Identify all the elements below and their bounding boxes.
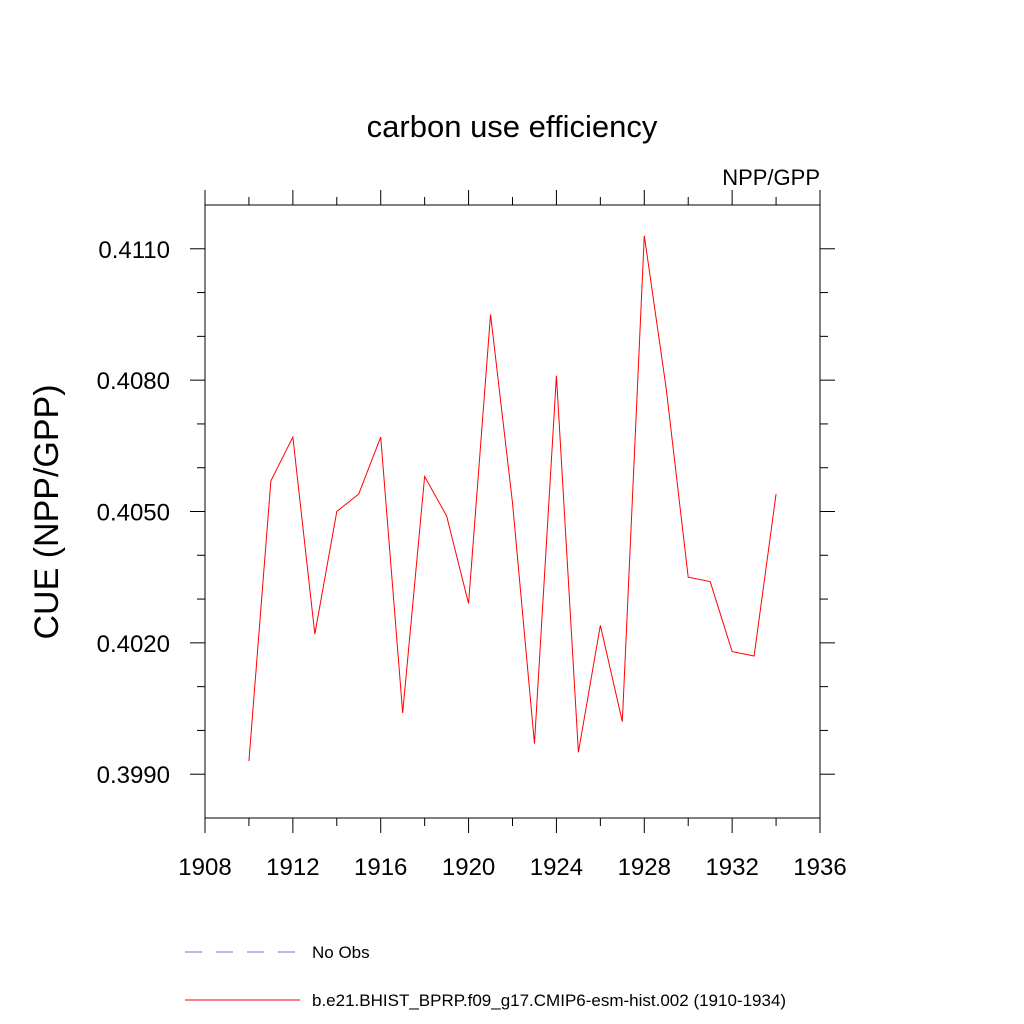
y-tick-label: 0.3990 (97, 762, 170, 789)
x-tick-label: 1928 (618, 854, 671, 881)
y-axis-label: CUE (NPP/GPP) (28, 384, 66, 639)
y-tick-label: 0.4080 (97, 368, 170, 395)
x-tick-label: 1908 (178, 854, 231, 881)
y-tick-label: 0.4020 (97, 631, 170, 658)
legend: No Obs b.e21.BHIST_BPRP.f09_g17.CMIP6-esm… (185, 943, 786, 1010)
tick-labels: 1908 1912 1916 1920 1924 1928 1932 1936 0.3990 0.… (97, 237, 847, 881)
series-layer (248, 235, 777, 762)
legend-label: No Obs (312, 943, 370, 962)
chart-title: carbon use efficiency (367, 109, 658, 144)
y-tick-label: 0.4050 (97, 500, 170, 527)
x-tick-label: 1920 (442, 854, 495, 881)
legend-label: b.e21.BHIST_BPRP.f09_g17.CMIP6-esm-hist.… (312, 991, 786, 1010)
x-tick-label: 1912 (266, 854, 319, 881)
series-line (248, 235, 777, 762)
x-tick-label: 1916 (354, 854, 407, 881)
axis-ticks (190, 190, 835, 833)
chart-subtitle: NPP/GPP (722, 165, 820, 190)
x-tick-label: 1924 (530, 854, 583, 881)
plot-frame (204, 204, 821, 819)
x-tick-label: 1936 (793, 854, 846, 881)
y-tick-label: 0.4110 (98, 237, 170, 264)
x-tick-label: 1932 (705, 854, 758, 881)
